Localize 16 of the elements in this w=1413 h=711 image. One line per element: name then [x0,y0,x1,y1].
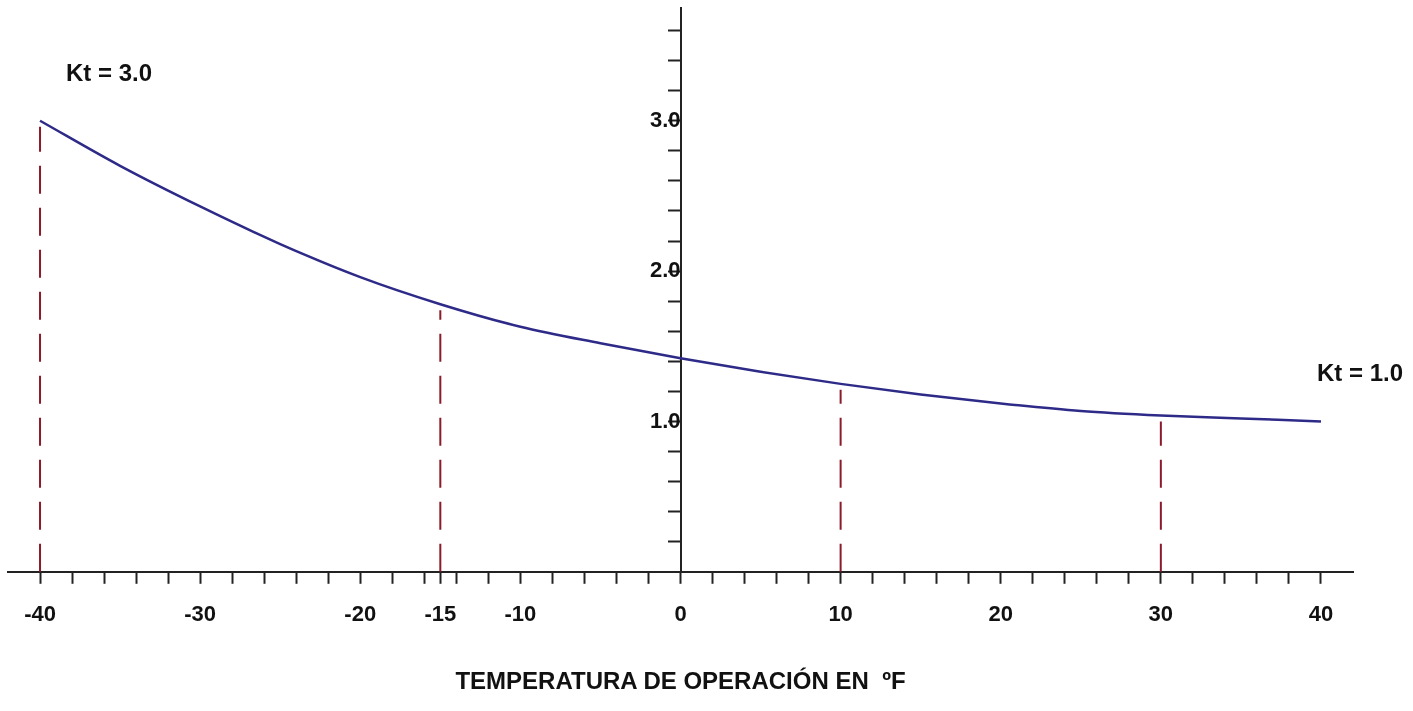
x-tick-label: 40 [1308,601,1334,627]
annotation: Kt = 1.0 [1316,359,1404,387]
x-tick-label: 10 [828,601,853,627]
x-tick-label: -40 [24,601,56,627]
annotation: Kt = 3.0 [66,58,153,86]
x-tick-label: -10 [504,601,537,627]
y-tick-label: 2.0 [649,257,681,283]
x-tick-label: 20 [988,601,1013,627]
x-tick-label: 30 [1148,601,1174,627]
x-tick-label: -20 [344,601,377,627]
x-tick-label: -15 [424,601,457,627]
y-tick-label: 1.0 [649,407,681,433]
x-axis-title: TEMPERATURA DE OPERACIÓN EN ºF [455,667,906,695]
y-tick-label: 3.0 [649,106,681,132]
x-tick-label: 0 [674,601,687,627]
x-tick-label: -30 [184,601,217,627]
